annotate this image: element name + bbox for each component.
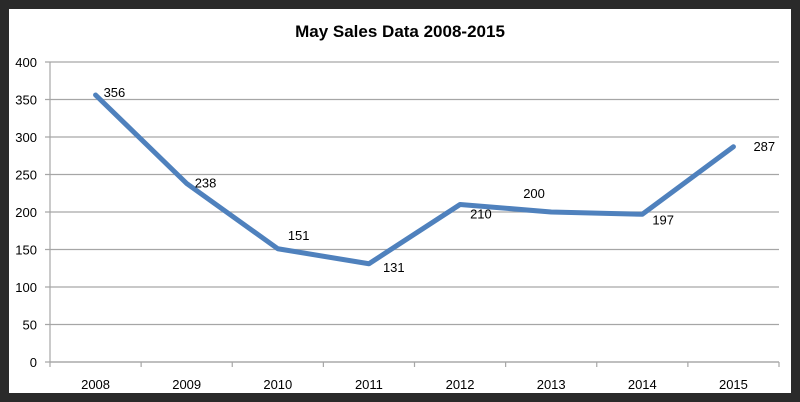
series-line [93,92,736,267]
x-tick-label: 2015 [719,377,748,392]
data-series [93,92,736,267]
data-labels: 356 238 151 131 210 200 197 287 [104,85,776,275]
y-tick-label: 250 [15,168,37,183]
x-tick-label: 2013 [537,377,566,392]
y-tick-label: 200 [15,205,37,220]
data-label: 287 [753,139,775,154]
y-axis: 0 50 100 150 200 250 300 350 400 [15,55,51,370]
data-label: 210 [470,207,492,222]
data-label: 151 [288,228,310,243]
x-tick-label: 2009 [172,377,201,392]
x-tick-label: 2012 [446,377,475,392]
data-label: 238 [195,176,217,191]
y-tick-label: 0 [30,355,37,370]
data-label: 197 [652,212,674,227]
data-label: 356 [104,85,126,100]
x-tick-label: 2011 [355,377,383,392]
x-tick-label: 2014 [628,377,657,392]
chart-title: May Sales Data 2008-2015 [295,22,505,41]
x-tick-label: 2008 [81,377,110,392]
y-tick-label: 300 [15,130,37,145]
data-label: 200 [523,186,545,201]
x-axis: 2008 2009 2010 2011 2012 2013 2014 2015 [49,361,780,392]
data-label: 131 [383,260,405,275]
y-tick-label: 350 [15,93,37,108]
x-tick-label: 2010 [263,377,292,392]
y-tick-label: 100 [15,280,37,295]
y-tick-label: 50 [23,318,37,333]
y-tick-label: 400 [15,55,37,70]
y-tick-label: 150 [15,243,37,258]
